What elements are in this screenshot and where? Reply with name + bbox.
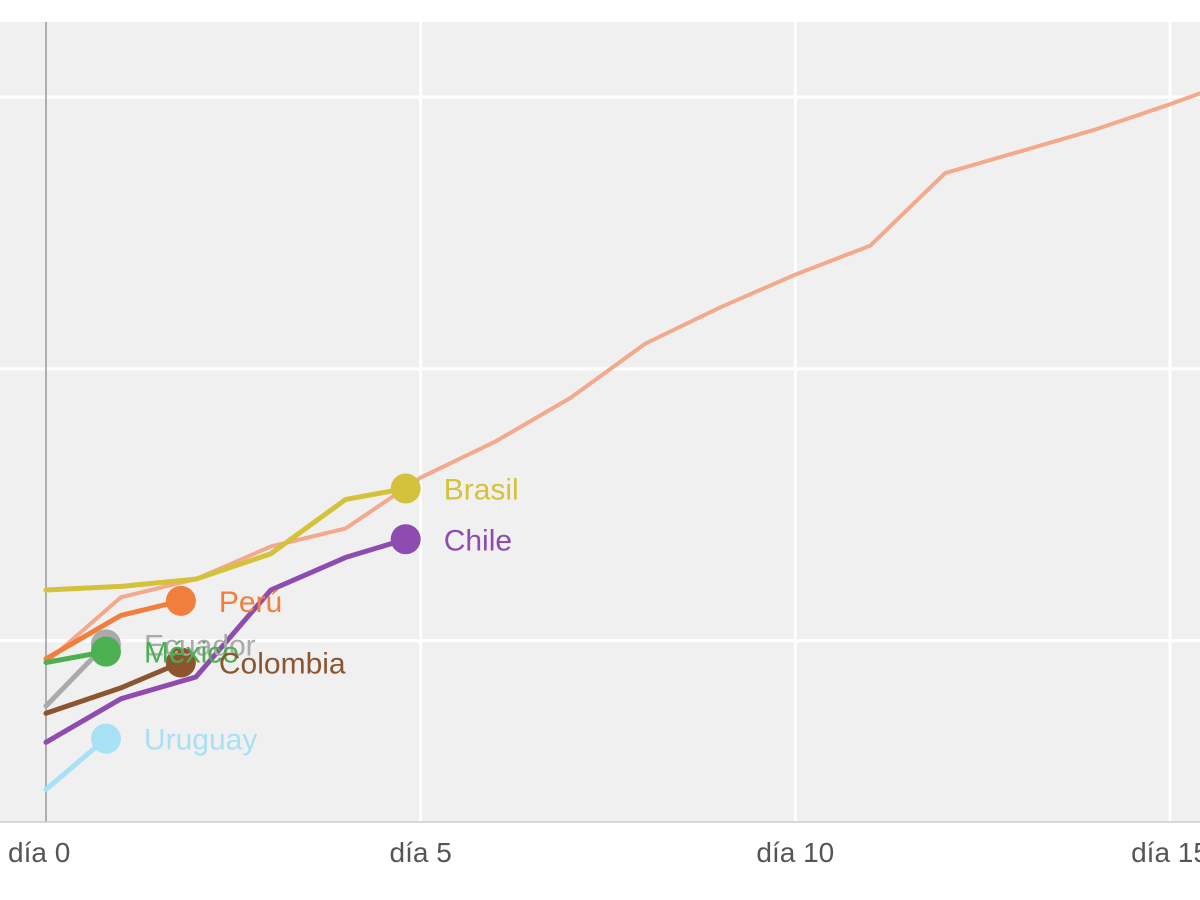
x-tick-labels: día 0 día 5 día 10 día 15 (8, 837, 1200, 868)
series-label-7: Uruguay (144, 724, 257, 757)
x-tick-label: día 10 (756, 837, 834, 868)
series-line-0 (44, 91, 1200, 665)
series-label-5: México (144, 637, 239, 670)
series-line-6 (43, 660, 184, 716)
series-end-marker-6 (165, 647, 196, 678)
x-tick-label: día 5 (390, 837, 452, 868)
series-label-2: Chile (444, 524, 512, 557)
series-line-2 (43, 536, 409, 745)
series-label-3: Perú (219, 586, 282, 619)
series-end-marker-5 (90, 636, 121, 667)
x-tick-label: día 15 (1131, 837, 1200, 868)
series-end-marker-2 (390, 524, 421, 555)
series-line-1 (43, 486, 409, 593)
series-line-3 (43, 598, 184, 662)
series-label-4: Ecuador (144, 629, 256, 662)
series-markers (90, 473, 421, 754)
series-label-1: Brasil (444, 474, 519, 507)
series-end-marker-7 (90, 723, 121, 754)
x-tick-label: día 0 (8, 837, 70, 868)
series-label-6: Colombia (219, 648, 346, 681)
plot-background (0, 22, 1200, 822)
series-end-marker-1 (390, 473, 421, 504)
grid (0, 22, 1200, 822)
series-end-marker-3 (165, 585, 196, 616)
